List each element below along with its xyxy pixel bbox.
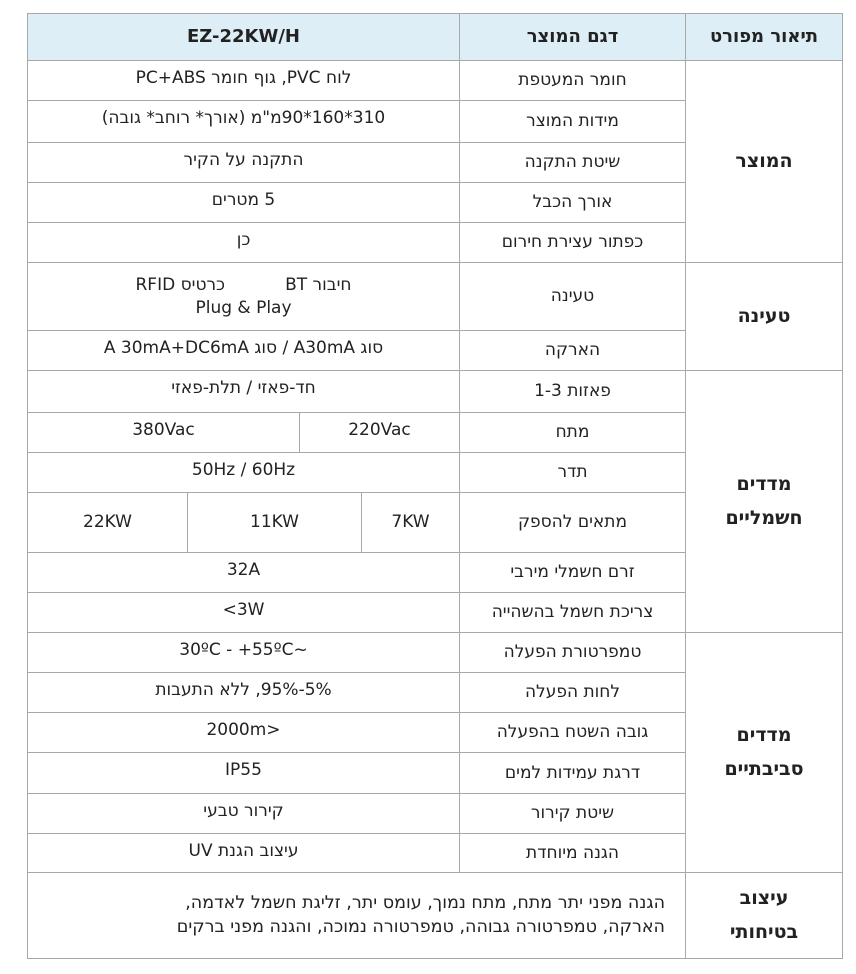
table-row: מתח 220Vac 380Vac	[27, 412, 843, 453]
safety-features: הגנה מפני יתר מתח, מתח נמוך, עומס יתר, ז…	[27, 872, 686, 959]
table-row: טעינה טעינה חיבור BT כרטיס RFID Plug & Pl…	[27, 262, 843, 371]
table-row: מדדים חשמליים פאזות 1-3 חד-פאזי / תלת-פאז…	[27, 370, 843, 633]
spec-value: חיבור BT כרטיס RFID Plug & Play	[27, 262, 460, 331]
spec-value: IP55	[27, 752, 460, 794]
spec-name: דרגת עמידות למים	[459, 752, 686, 794]
spec-value: 50Hz / 60Hz	[27, 452, 460, 493]
spec-value: ~30ºC - +55ºC	[27, 632, 460, 673]
header-model: EZ-22KW/H	[27, 13, 460, 61]
spec-value: <2000m	[27, 712, 460, 753]
spec-value: 220Vac	[299, 412, 460, 453]
spec-value: 7KW	[361, 492, 460, 553]
spec-name: כפתור עצירת חירום	[459, 222, 686, 263]
category-line: עיצוב	[739, 887, 789, 910]
safety-line: הגנה מפני יתר מתח, מתח נמוך, עומס יתר, ז…	[185, 892, 665, 913]
category-line: בטיחותי	[729, 920, 799, 943]
spec-value: חד-פאזי / תלת-פאזי	[27, 370, 460, 413]
header-model-label: דגם המוצר	[459, 13, 686, 61]
spec-name: גובה השטח בהפעלה	[459, 712, 686, 753]
spec-value: עיצוב הגנת UV	[27, 833, 460, 873]
spec-name: מתח	[459, 412, 686, 453]
spec-value: 32A	[27, 552, 460, 593]
table-row: כפתור עצירת חירום כן	[27, 222, 843, 263]
category-electrical: מדדים חשמליים	[685, 370, 843, 633]
spec-name: הארקה	[459, 330, 686, 371]
spec-name: מידות המוצר	[459, 100, 686, 143]
category-safety: עיצוב בטיחותי	[685, 872, 843, 959]
spec-value: 5 מטרים	[27, 182, 460, 223]
spec-value: 11KW	[187, 492, 362, 553]
spec-value: 380Vac	[27, 412, 300, 453]
spec-name: שיטת התקנה	[459, 142, 686, 183]
category-charging: טעינה	[685, 262, 843, 371]
table-row: תדר 50Hz / 60Hz	[27, 452, 843, 493]
spec-name: מתאים להספק	[459, 492, 686, 553]
category-environmental: מדדים סביבתיים	[685, 632, 843, 873]
table-row: מידות המוצר 310*160*90מ"מ (אורך* רוחב* ג…	[27, 100, 843, 143]
connection-plug-play: Plug & Play	[195, 297, 292, 318]
table-row: לחות הפעלה 5%-95%, ללא התעבות	[27, 672, 843, 713]
category-line: מדדים	[736, 724, 792, 747]
header-row: תיאור מפורט דגם המוצר EZ-22KW/H	[27, 13, 843, 61]
spec-value: 5%-95%, ללא התעבות	[27, 672, 460, 713]
spec-value: לוח PVC, גוף חומר PC+ABS	[27, 60, 460, 101]
table-row: גובה השטח בהפעלה <2000m	[27, 712, 843, 753]
spec-name: תדר	[459, 452, 686, 493]
table-row: שיטת קירור קירור טבעי	[27, 793, 843, 834]
spec-value: 310*160*90מ"מ (אורך* רוחב* גובה)	[27, 100, 460, 143]
category-line: חשמליים	[725, 506, 803, 529]
category-product: המוצר	[685, 60, 843, 263]
spec-name: לחות הפעלה	[459, 672, 686, 713]
spec-value: 22KW	[27, 492, 188, 553]
spec-name: אורך הכבל	[459, 182, 686, 223]
connection-rfid: כרטיס RFID	[135, 274, 226, 295]
table-row: המוצר חומר המעטפת לוח PVC, גוף חומר PC+A…	[27, 60, 843, 263]
spec-value: התקנה על הקיר	[27, 142, 460, 183]
connection-bt: חיבור BT	[285, 274, 352, 295]
spec-value: קירור טבעי	[27, 793, 460, 834]
spec-value: 3W>	[27, 592, 460, 633]
header-description: תיאור מפורט	[685, 13, 843, 61]
table-row: דרגת עמידות למים IP55	[27, 752, 843, 794]
spec-value: כן	[27, 222, 460, 263]
spec-table: תיאור מפורט דגם המוצר EZ-22KW/H המוצר חו…	[27, 13, 843, 959]
category-line: סביבתיים	[724, 757, 804, 780]
safety-line: הארקה, טמפרטורה גבוהה, טמפרטורה נמוכה, ו…	[176, 916, 665, 937]
category-line: מדדים	[736, 473, 792, 496]
spec-name: טעינה	[459, 262, 686, 331]
table-row: מתאים להספק 7KW 11KW 22KW	[27, 492, 843, 553]
spec-name: צריכת חשמל בהשהייה	[459, 592, 686, 633]
spec-name: חומר המעטפת	[459, 60, 686, 101]
spec-name: הגנה מיוחדת	[459, 833, 686, 873]
table-row: הארקה סוג A30mA / סוג A 30mA+DC6mA	[27, 330, 843, 371]
spec-name: פאזות 1-3	[459, 370, 686, 413]
spec-name: זרם חשמלי מירבי	[459, 552, 686, 593]
table-row: זרם חשמלי מירבי 32A	[27, 552, 843, 593]
spec-value: סוג A30mA / סוג A 30mA+DC6mA	[27, 330, 460, 371]
table-row: מדדים סביבתיים טמפרטורת הפעלה ~30ºC - +55…	[27, 632, 843, 873]
spec-name: שיטת קירור	[459, 793, 686, 834]
table-row: עיצוב בטיחותי הגנה מפני יתר מתח, מתח נמוך…	[27, 872, 843, 959]
spec-name: טמפרטורת הפעלה	[459, 632, 686, 673]
